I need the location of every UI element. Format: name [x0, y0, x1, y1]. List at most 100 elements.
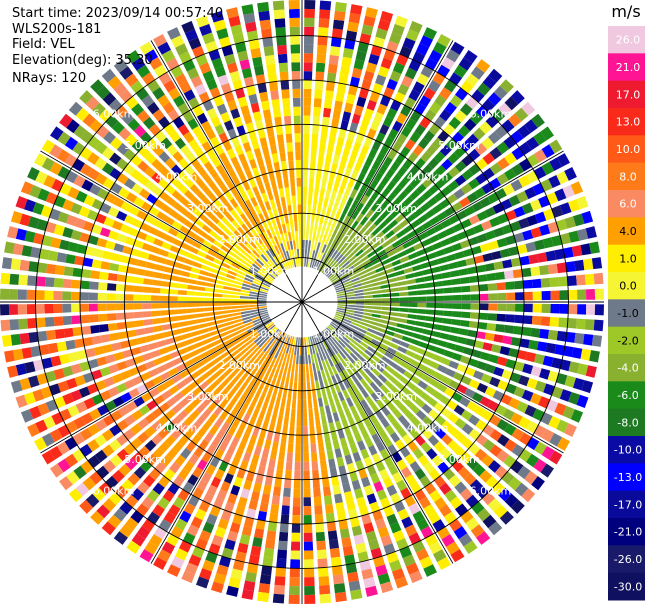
velocity-gate [44, 277, 55, 287]
velocity-gate [526, 214, 538, 227]
velocity-gate [388, 375, 398, 385]
velocity-gate [303, 106, 311, 116]
velocity-gate [474, 448, 488, 462]
velocity-gate [135, 503, 149, 517]
velocity-gate [371, 258, 381, 266]
velocity-gate [448, 334, 459, 343]
velocity-gate [313, 353, 318, 363]
velocity-gate [271, 338, 278, 347]
velocity-gate [113, 59, 128, 73]
velocity-gate [118, 127, 132, 141]
velocity-gate [268, 346, 275, 356]
velocity-gate [565, 331, 576, 343]
velocity-gate [396, 112, 408, 125]
velocity-gate [160, 371, 171, 381]
velocity-gate [153, 357, 164, 366]
velocity-gate [126, 50, 141, 64]
velocity-gate [266, 219, 273, 229]
velocity-gate [293, 115, 301, 125]
velocity-gate [101, 521, 116, 536]
velocity-gate [186, 296, 196, 302]
velocity-gate [262, 264, 271, 272]
velocity-gate [316, 251, 321, 261]
velocity-gate [187, 284, 197, 290]
velocity-gate [504, 493, 519, 508]
velocity-gate [275, 567, 286, 577]
velocity-gate [292, 506, 301, 516]
velocity-gate [227, 270, 237, 276]
velocity-gate [446, 342, 457, 351]
velocity-gate [324, 495, 333, 505]
velocity-gate [257, 302, 267, 304]
velocity-gate [328, 227, 334, 237]
velocity-gate [57, 441, 70, 455]
velocity-gate [315, 232, 320, 242]
velocity-gate [304, 346, 308, 356]
velocity-gate [75, 401, 88, 414]
velocity-gate [249, 307, 259, 310]
velocity-gate [344, 491, 354, 502]
velocity-gate [265, 54, 276, 65]
velocity-gate [1, 334, 13, 347]
velocity-gate [190, 171, 201, 183]
velocity-gate [398, 286, 408, 291]
velocity-gate [291, 249, 295, 259]
velocity-gate [518, 141, 532, 156]
velocity-gate [376, 103, 388, 115]
velocity-gate [144, 439, 157, 452]
velocity-gate [160, 137, 173, 150]
velocity-gate [396, 459, 408, 471]
velocity-gate [362, 312, 373, 317]
velocity-gate [350, 352, 359, 361]
velocity-gate [396, 391, 407, 402]
velocity-gate [27, 318, 37, 329]
velocity-gate [125, 358, 136, 368]
colorbar-tick-label: 1.0 [619, 252, 637, 265]
velocity-gate [241, 432, 250, 443]
velocity-gate [357, 270, 367, 277]
velocity-gate [53, 316, 64, 327]
velocity-gate [279, 215, 285, 225]
velocity-gate [547, 370, 559, 383]
velocity-gate [199, 23, 212, 36]
velocity-gate [410, 236, 421, 245]
velocity-gate [518, 448, 532, 463]
velocity-gate [213, 288, 223, 293]
velocity-gate [576, 274, 586, 286]
velocity-gate [254, 335, 263, 344]
velocity-gate [215, 319, 225, 325]
velocity-gate [492, 390, 505, 402]
velocity-gate [581, 380, 594, 394]
velocity-gate [534, 211, 547, 224]
velocity-gate [417, 296, 427, 302]
velocity-gate [519, 255, 530, 266]
velocity-gate [108, 491, 123, 506]
velocity-gate [487, 92, 502, 106]
velocity-gate [171, 164, 183, 176]
velocity-gate [383, 456, 394, 468]
velocity-gate [515, 303, 525, 312]
velocity-gate [369, 179, 379, 190]
velocity-gate [294, 124, 301, 134]
velocity-gate [339, 324, 348, 331]
velocity-gate [213, 573, 227, 585]
velocity-gate [283, 352, 288, 362]
velocity-gate [429, 489, 442, 503]
velocity-gate [295, 337, 298, 347]
velocity-gate [564, 375, 576, 388]
velocity-gate [245, 394, 253, 405]
velocity-gate [479, 303, 489, 311]
velocity-gate [229, 362, 239, 371]
velocity-gate [387, 148, 398, 160]
velocity-gate [348, 271, 358, 278]
velocity-gate [165, 259, 175, 267]
velocity-gate [558, 276, 568, 287]
velocity-gate [49, 446, 63, 460]
velocity-gate [220, 481, 231, 493]
velocity-gate [559, 232, 571, 245]
velocity-gate [354, 263, 364, 271]
velocity-gate [409, 428, 420, 440]
velocity-gate [349, 274, 359, 280]
velocity-gate [190, 330, 201, 337]
velocity-gate [476, 361, 488, 371]
